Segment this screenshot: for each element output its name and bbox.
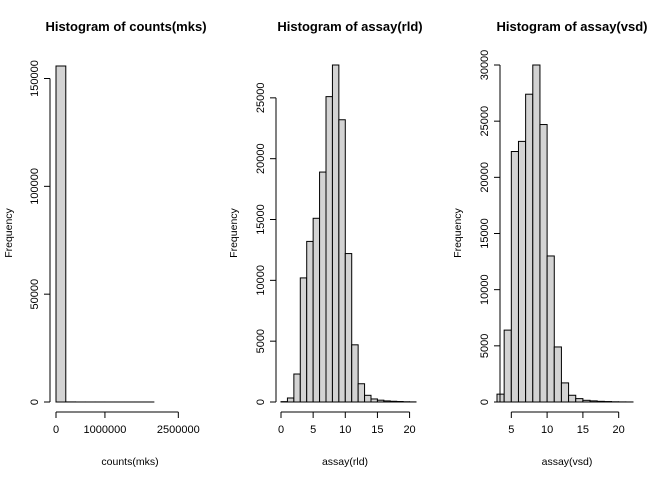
y-tick-label: 0 [479, 399, 491, 405]
y-axis-title: Frequency [3, 207, 15, 257]
histogram-bar [390, 401, 396, 402]
histogram-bar [526, 94, 533, 402]
y-tick-label: 15000 [479, 218, 491, 249]
histogram-bar [294, 374, 300, 402]
y-tick-label: 20000 [255, 143, 267, 174]
histogram-bar [365, 395, 371, 402]
y-tick-label: 5000 [479, 334, 491, 358]
x-tick-label: 20 [613, 424, 625, 436]
histogram-bar [307, 241, 313, 402]
chart-title: Histogram of counts(mks) [45, 19, 206, 34]
y-tick-label: 100000 [29, 168, 41, 205]
histogram-bar [377, 400, 383, 402]
y-tick-label: 15000 [255, 204, 267, 235]
y-tick-label: 150000 [29, 60, 41, 97]
histogram-bar [569, 395, 576, 402]
histogram-bar [597, 401, 604, 402]
histogram-bar [345, 254, 351, 402]
y-tick-label: 10000 [479, 274, 491, 305]
x-tick-label: 5 [508, 424, 514, 436]
x-tick-label: 1000000 [84, 424, 127, 436]
histogram-bar [326, 97, 332, 402]
x-tick-label: 15 [371, 424, 383, 436]
y-tick-label: 0 [29, 399, 41, 405]
histogram-bar [540, 125, 547, 402]
histogram-bar [518, 141, 525, 402]
x-tick-label: 0 [53, 424, 59, 436]
chart-title: Histogram of assay(vsd) [497, 19, 648, 34]
y-tick-label: 25000 [479, 106, 491, 137]
y-axis-title: Frequency [228, 207, 240, 257]
x-axis-title: assay(vsd) [542, 456, 593, 468]
histogram-bar [497, 394, 504, 402]
histogram-bar [384, 401, 390, 402]
y-tick-label: 50000 [29, 279, 41, 310]
histogram-bar [352, 345, 358, 402]
x-tick-label: 10 [541, 424, 553, 436]
x-tick-label: 20 [403, 424, 415, 436]
y-tick-label: 0 [255, 399, 267, 405]
histogram-bar [583, 400, 590, 402]
y-tick-label: 5000 [255, 329, 267, 353]
histogram-bar [576, 399, 583, 402]
y-tick-label: 10000 [255, 265, 267, 296]
histogram-bar [300, 278, 306, 402]
histogram-bar [332, 65, 338, 402]
x-axis-title: assay(rld) [322, 456, 368, 468]
x-tick-label: 0 [278, 424, 284, 436]
y-tick-label: 20000 [479, 162, 491, 193]
histogram-bar [547, 256, 554, 402]
histogram-bar [313, 218, 319, 402]
histogram-bar [371, 399, 377, 402]
chart-title: Histogram of assay(rld) [277, 19, 422, 34]
histogram-bar [561, 383, 568, 402]
x-axis-title: counts(mks) [101, 456, 158, 468]
y-axis-title: Frequency [452, 207, 464, 257]
histogram-bar [554, 347, 561, 402]
histogram-bar [56, 66, 66, 402]
x-tick-label: 2500000 [157, 424, 200, 436]
histogram-bar [358, 384, 364, 402]
histogram-bar [287, 398, 293, 402]
y-tick-label: 25000 [255, 83, 267, 114]
x-tick-label: 10 [339, 424, 351, 436]
x-tick-label: 5 [310, 424, 316, 436]
histogram-bar [533, 65, 540, 402]
histogram-bar [320, 172, 326, 402]
y-tick-label: 30000 [479, 50, 491, 81]
histogram-bar [590, 401, 597, 402]
histogram-bar [511, 152, 518, 403]
histogram-bar [339, 120, 345, 402]
x-tick-label: 15 [577, 424, 589, 436]
histogram-bar [504, 330, 511, 402]
